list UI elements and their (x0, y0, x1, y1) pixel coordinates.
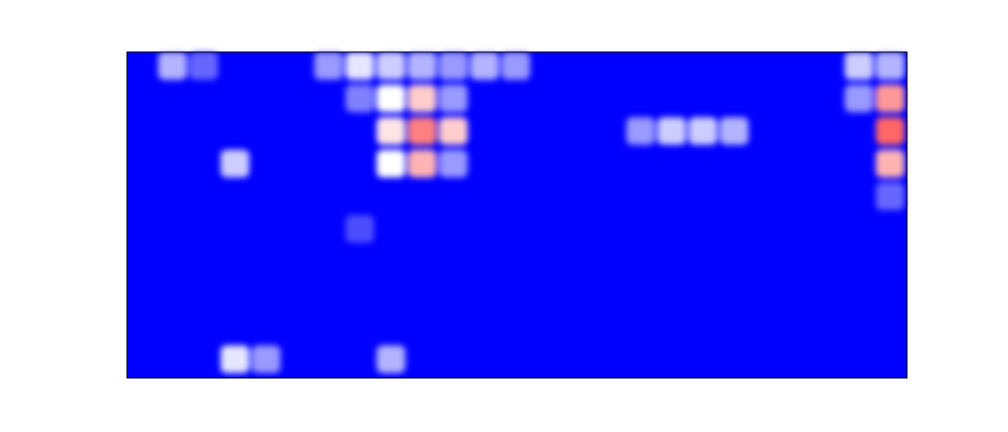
heatmap-cell-r2-c10 (439, 117, 468, 145)
heatmap-cell-r3-c24 (875, 149, 905, 178)
heatmap-cell-r9-c8 (376, 345, 406, 374)
heatmap-cell-r4-c24 (875, 182, 905, 211)
heatmap-cell-r1-c7 (345, 84, 375, 113)
heatmap-cell-r2-c18 (688, 117, 718, 145)
heatmap-cell-r0-c12 (501, 52, 531, 80)
heatmap-cell-r9-c4 (251, 345, 281, 374)
heatmap-cell-r0-c6 (314, 52, 343, 80)
heatmap-cell-r5-c7 (345, 215, 375, 243)
plot-frame (126, 51, 908, 379)
heatmap-cell-r0-c11 (470, 52, 499, 80)
heatmap-cell-r3-c3 (220, 149, 250, 178)
heatmap-cell-r3-c9 (407, 149, 437, 178)
heatmap-cell-r0-c10 (439, 52, 468, 80)
heatmap-cell-r2-c17 (657, 117, 687, 145)
heatmap-cell-r1-c23 (844, 84, 874, 113)
heatmap-cell-r2-c16 (626, 117, 655, 145)
heatmap-cell-r2-c24 (875, 117, 905, 145)
heatmap-cell-r0-c23 (844, 52, 874, 80)
heatmap-cell-r1-c10 (439, 84, 468, 113)
heatmap-cell-r2-c9 (407, 117, 437, 145)
heatmap-cell-r3-c8 (376, 149, 406, 178)
heatmap-cell-r3-c10 (439, 149, 468, 178)
heatmap-cell-r0-c7 (345, 52, 375, 80)
plot-background (127, 52, 907, 378)
heatmap-cell-r9-c3 (220, 345, 250, 374)
heatmap-cell-r0-c24 (875, 52, 905, 80)
heatmap-cell-r0-c1 (158, 52, 187, 80)
heatmap-cells (158, 52, 905, 374)
heatmap-cell-r0-c2 (189, 52, 219, 80)
heatmap-cell-r2-c19 (719, 117, 749, 145)
heatmap-cell-r1-c9 (407, 84, 437, 113)
heatmap-cell-r1-c8 (376, 84, 406, 113)
heatmap-cell-r0-c9 (407, 52, 437, 80)
heatmap-cell-r2-c8 (376, 117, 406, 145)
heatmap-cell-r1-c24 (875, 84, 905, 113)
heatmap-cell-r0-c8 (376, 52, 406, 80)
